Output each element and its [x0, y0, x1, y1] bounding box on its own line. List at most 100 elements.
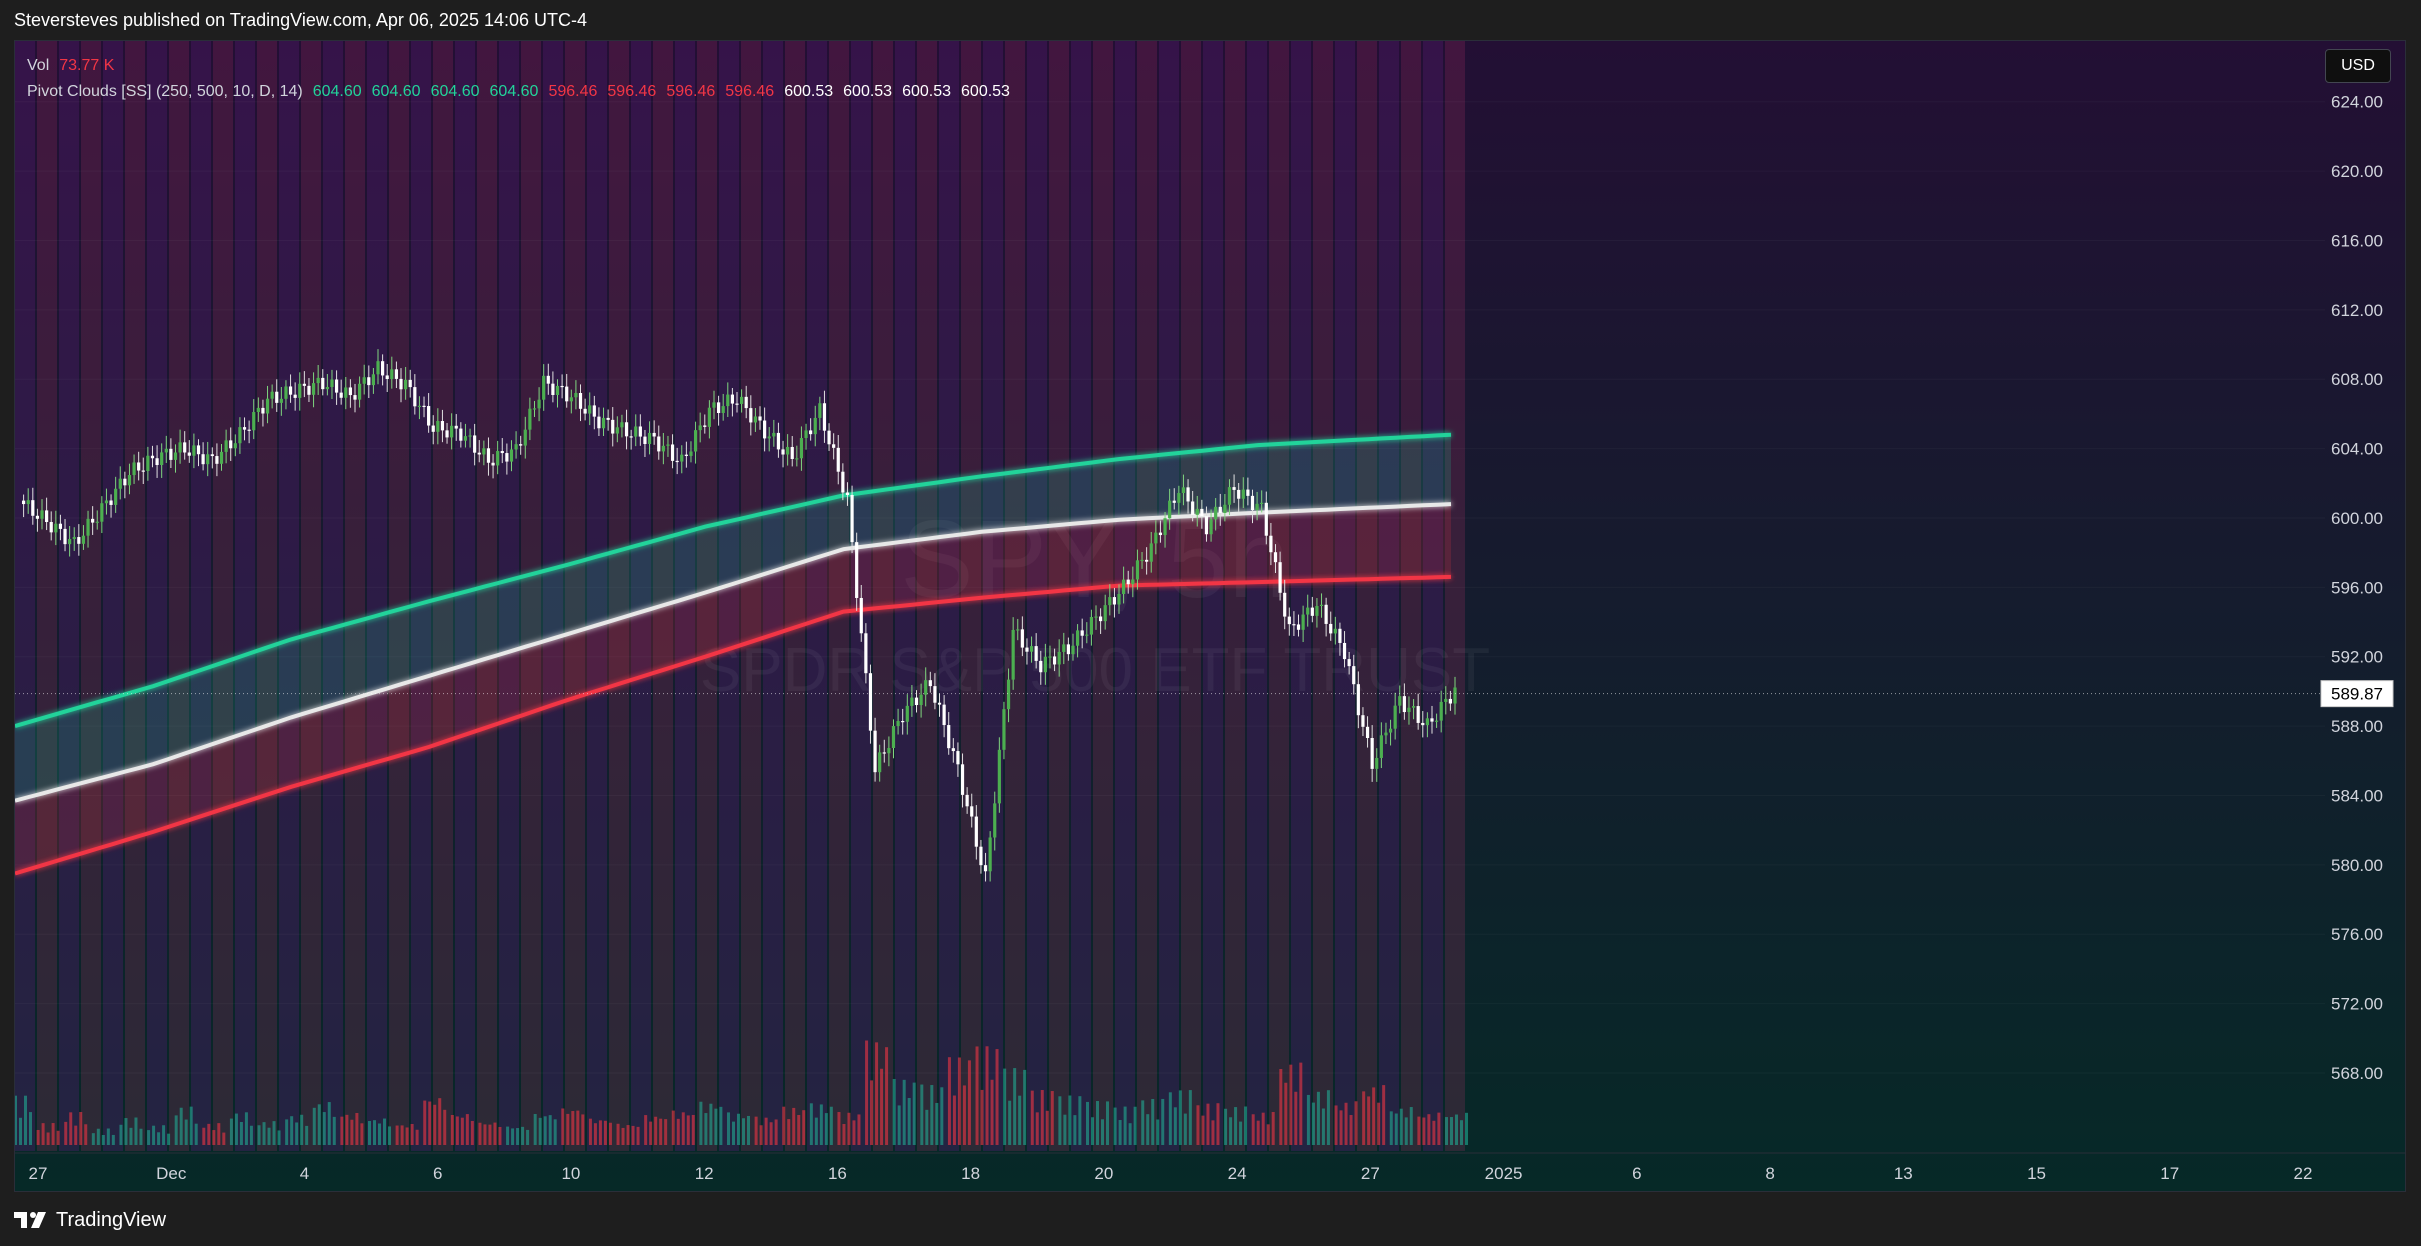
- last-price-label: 589.87: [2331, 685, 2383, 704]
- price-candle: [104, 488, 109, 515]
- price-candle: [109, 494, 113, 518]
- session-stripe: [499, 41, 519, 1151]
- volume-bar: [202, 1127, 206, 1145]
- lower-value-2: 596.46: [607, 83, 657, 100]
- price-candle: [339, 379, 343, 405]
- price-candle: [790, 436, 794, 467]
- x-tick-label: 10: [561, 1164, 580, 1183]
- volume-bar: [1256, 1120, 1260, 1145]
- chart-frame[interactable]: SPY, 5h SPDR S&P 500 ETF TRUST 589.87 62…: [14, 40, 2406, 1192]
- volume-bar: [368, 1121, 371, 1145]
- price-candle: [247, 420, 251, 444]
- pivot-legend-row[interactable]: Pivot Clouds [SS] (250, 500, 10, D, 14) …: [27, 79, 1010, 105]
- price-candle: [1250, 489, 1255, 524]
- volume-bar: [727, 1112, 730, 1145]
- volume-bar: [455, 1116, 459, 1145]
- volume-bar: [1188, 1090, 1192, 1145]
- price-candle: [491, 454, 495, 479]
- price-candle: [1094, 605, 1098, 630]
- volume-bar: [483, 1124, 487, 1145]
- price-candle: [643, 429, 647, 457]
- volume-bar: [797, 1114, 801, 1145]
- vol-legend-row[interactable]: Vol 73.77 K: [27, 53, 1010, 79]
- volume-bar: [1427, 1114, 1431, 1145]
- price-candle: [1062, 632, 1066, 665]
- price-candle: [1099, 608, 1103, 634]
- currency-button[interactable]: USD: [2325, 49, 2391, 83]
- volume-bar: [571, 1111, 575, 1145]
- volume-bar: [892, 1079, 896, 1145]
- volume-bar: [1078, 1096, 1082, 1145]
- session-stripe: [543, 41, 563, 1151]
- indicator-legend: Vol 73.77 K Pivot Clouds [SS] (250, 500,…: [27, 53, 1010, 105]
- volume-bar: [686, 1115, 690, 1145]
- y-tick-label: 624.00: [2331, 93, 2383, 112]
- price-candle: [1154, 520, 1158, 555]
- price-candle: [1292, 611, 1296, 636]
- tradingview-brand: TradingView: [56, 1208, 167, 1231]
- volume-bar: [465, 1114, 469, 1145]
- volume-bar: [837, 1112, 841, 1145]
- price-candle: [555, 379, 560, 408]
- price-candle: [440, 409, 445, 443]
- volume-bar: [566, 1113, 570, 1145]
- session-stripe: [37, 41, 57, 1151]
- session-stripe: [1049, 41, 1069, 1151]
- price-axis[interactable]: 624.00 620.00 616.00 612.00 608.00 604.00 600.…: [2331, 93, 2383, 1083]
- volume-bar: [1146, 1114, 1150, 1145]
- price-candle: [1278, 551, 1282, 601]
- volume-bar: [470, 1120, 474, 1145]
- price-chart[interactable]: SPY, 5h SPDR S&P 500 ETF TRUST 589.87 62…: [15, 41, 2405, 1191]
- price-candle: [767, 427, 771, 452]
- time-axis[interactable]: 27 Dec 4 6 10 12 16 18 20 24 27 2025 6 8 13 15 17 22: [15, 1152, 2405, 1183]
- volume-bar: [774, 1119, 778, 1145]
- price-candle: [408, 369, 412, 398]
- price-candle: [887, 736, 891, 767]
- volume-bar: [1118, 1120, 1122, 1145]
- volume-bar: [1173, 1107, 1177, 1145]
- volume-bars: [15, 1040, 1468, 1145]
- last-price-line: 589.87: [15, 680, 2394, 708]
- volume-bar: [1239, 1121, 1243, 1145]
- price-candle: [744, 385, 748, 419]
- volume-bar: [46, 1132, 50, 1145]
- tradingview-logo[interactable]: TradingView: [14, 1206, 166, 1234]
- volume-bar: [1377, 1102, 1381, 1145]
- price-candle: [1333, 616, 1337, 645]
- price-candle: [178, 429, 182, 464]
- price-candle: [169, 438, 173, 469]
- session-stripe: [1379, 41, 1399, 1151]
- price-candle: [427, 393, 431, 433]
- volume-bar: [106, 1128, 110, 1145]
- session-stripe: [675, 41, 695, 1151]
- price-candle: [371, 367, 375, 394]
- volume-bar: [990, 1079, 994, 1145]
- volume-bar: [36, 1129, 40, 1145]
- price-candle: [606, 409, 610, 431]
- volume-bar: [875, 1042, 879, 1145]
- price-candle: [1075, 624, 1080, 658]
- price-candle: [588, 392, 592, 426]
- price-candle: [974, 805, 978, 860]
- volume-bar: [1035, 1112, 1039, 1145]
- session-stripe: [631, 41, 651, 1151]
- price-candle: [726, 382, 730, 417]
- price-candle: [22, 494, 26, 518]
- volume-bar: [975, 1046, 979, 1145]
- price-candle: [1255, 491, 1259, 521]
- volume-bar: [119, 1124, 123, 1145]
- price-candle: [224, 429, 228, 464]
- price-candle: [385, 363, 389, 393]
- volume-bar: [935, 1102, 939, 1145]
- price-candle: [1398, 685, 1402, 714]
- session-stripe: [1181, 41, 1201, 1151]
- volume-bar: [787, 1119, 791, 1145]
- volume-bar: [907, 1097, 911, 1145]
- volume-bar: [593, 1123, 597, 1145]
- price-candle: [776, 422, 781, 458]
- price-candle: [127, 463, 132, 495]
- volume-bar: [498, 1126, 502, 1145]
- price-candle: [928, 671, 932, 693]
- price-candle: [91, 506, 95, 535]
- volume-bar: [764, 1117, 768, 1145]
